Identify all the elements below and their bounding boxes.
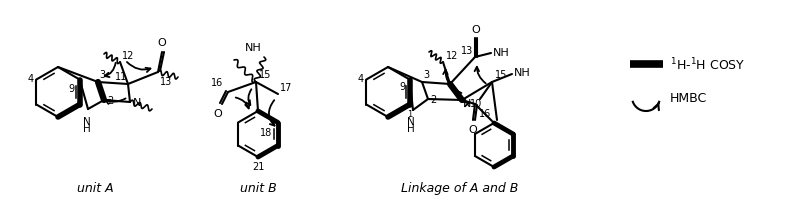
Text: O: O — [472, 25, 480, 35]
Text: 3: 3 — [99, 70, 105, 80]
Text: O: O — [214, 108, 222, 118]
Text: 11: 11 — [114, 72, 127, 82]
Text: Linkage of A and B: Linkage of A and B — [402, 182, 518, 195]
Text: NH: NH — [493, 48, 510, 58]
Text: 9: 9 — [69, 83, 74, 93]
Text: unit A: unit A — [77, 182, 114, 195]
Text: 1: 1 — [406, 109, 412, 118]
Text: 13: 13 — [160, 77, 172, 87]
Text: N: N — [407, 116, 415, 126]
Text: 4: 4 — [358, 74, 363, 84]
Text: HMBC: HMBC — [670, 91, 707, 104]
Text: 2: 2 — [430, 95, 436, 104]
Text: 13: 13 — [461, 46, 473, 56]
Text: N: N — [133, 98, 142, 107]
Text: 15: 15 — [259, 70, 271, 80]
Text: 2: 2 — [107, 96, 114, 105]
Text: NH: NH — [245, 43, 262, 53]
Text: 12: 12 — [122, 51, 134, 61]
Text: 21: 21 — [252, 161, 264, 171]
Text: 3: 3 — [423, 70, 429, 80]
Text: O: O — [158, 38, 166, 48]
Text: 9: 9 — [399, 82, 406, 92]
Text: 12: 12 — [446, 51, 458, 61]
Text: O: O — [469, 124, 478, 134]
Text: 16: 16 — [479, 108, 491, 118]
Text: H: H — [83, 123, 91, 133]
Text: NH: NH — [514, 68, 530, 78]
Text: N: N — [83, 116, 91, 126]
Text: 18: 18 — [260, 127, 272, 137]
Text: 16: 16 — [210, 78, 223, 87]
Text: H: H — [407, 123, 415, 133]
Text: N: N — [463, 99, 471, 108]
Text: 4: 4 — [27, 74, 34, 84]
Text: 10: 10 — [470, 99, 482, 108]
Text: $^{1}$H-$^{1}$H COSY: $^{1}$H-$^{1}$H COSY — [670, 56, 746, 73]
Text: unit B: unit B — [240, 182, 276, 195]
Text: 15: 15 — [495, 70, 507, 80]
Text: 17: 17 — [280, 83, 292, 93]
